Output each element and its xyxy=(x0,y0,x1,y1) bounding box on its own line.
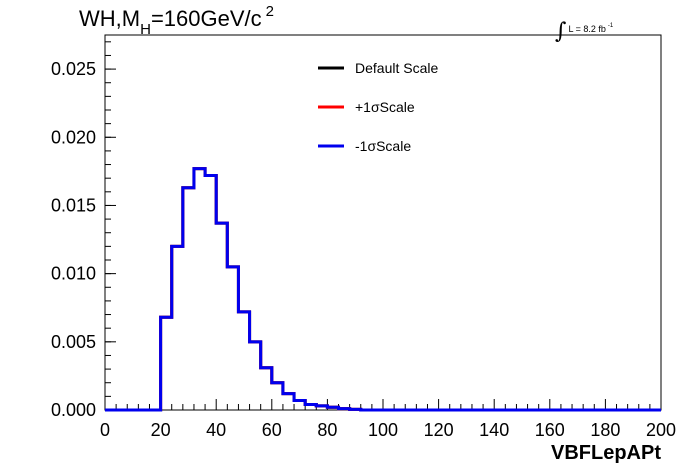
x-tick-label: 180 xyxy=(590,420,620,440)
y-tick-label: 0.025 xyxy=(51,59,96,79)
luminosity-superscript: -1 xyxy=(607,23,614,29)
legend-label: Default Scale xyxy=(355,60,438,76)
integral-symbol: ∫ xyxy=(555,19,567,44)
x-tick-label: 40 xyxy=(206,420,226,440)
luminosity-label: ∫ L = 8.2 fb -1 xyxy=(555,13,614,44)
y-tick-label: 0.015 xyxy=(51,195,96,215)
plot-title: WH,MH=160GeV/c 2 xyxy=(79,3,274,38)
x-tick-label: 0 xyxy=(100,420,110,440)
plot-frame xyxy=(104,34,662,411)
title-superscript: 2 xyxy=(265,3,274,20)
y-tick-label: 0.000 xyxy=(51,400,96,420)
series-line-0 xyxy=(105,167,661,412)
x-tick-label: 20 xyxy=(151,420,171,440)
title-value: =160GeV/c xyxy=(150,6,262,31)
series-line-2 xyxy=(105,167,661,412)
legend-label: +1σScale xyxy=(355,99,415,115)
y-tick-label: 0.020 xyxy=(51,127,96,147)
title-prefix: WH,M xyxy=(79,6,141,31)
x-tick-label: 140 xyxy=(479,420,509,440)
x-tick-label: 80 xyxy=(317,420,337,440)
x-tick-label: 120 xyxy=(424,420,454,440)
x-tick-label: 60 xyxy=(262,420,282,440)
series-line-1 xyxy=(105,167,661,412)
y-tick-label: 0.010 xyxy=(51,264,96,284)
y-tick-label: 0.005 xyxy=(51,332,96,352)
x-tick-label: 100 xyxy=(368,420,398,440)
title-subscript: H xyxy=(140,21,151,38)
luminosity-text: L = 8.2 fb xyxy=(568,24,606,34)
legend-label: -1σScale xyxy=(355,138,411,154)
x-axis-title: VBFLepAPt xyxy=(551,442,661,464)
x-tick-label: 200 xyxy=(646,420,676,440)
x-tick-label: 160 xyxy=(535,420,565,440)
